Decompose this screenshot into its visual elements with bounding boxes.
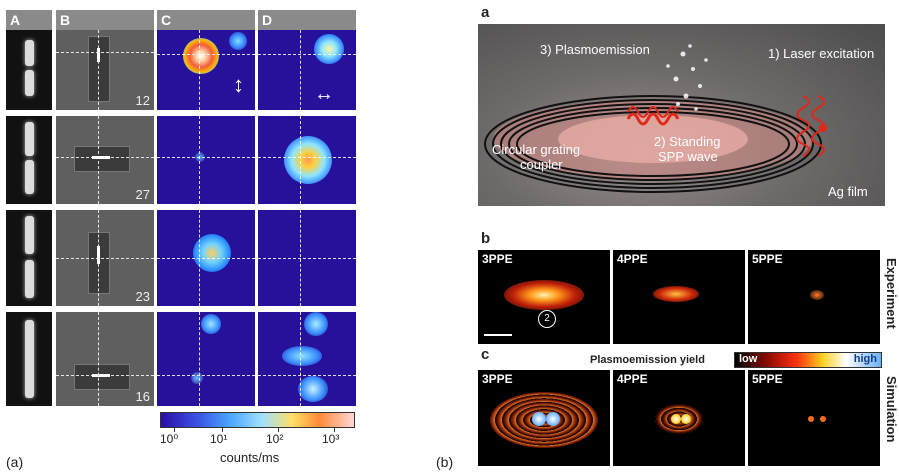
- column-a-image-row-4: [6, 312, 52, 406]
- scale-bar: [484, 334, 512, 336]
- column-header-b: B: [56, 10, 154, 30]
- experiment-4ppe-image: 4PPE: [613, 250, 745, 344]
- figure-caption-a: (a): [6, 454, 24, 470]
- label-grating-coupler-line-2: coupler: [520, 157, 563, 172]
- label-laser-excitation: 1) Laser excitation: [768, 46, 875, 61]
- marker-label: 2: [538, 310, 556, 328]
- panel-c-tag: c: [481, 346, 490, 363]
- simulation-4ppe-image: 4PPE: [613, 370, 745, 466]
- particle-number: 16: [135, 389, 150, 404]
- column-c-emission-map-row-1: ↕: [157, 30, 255, 110]
- column-b-image-row-2: 27: [56, 116, 154, 204]
- column-header-a: A: [6, 10, 52, 30]
- yield-colorbar: low high: [734, 352, 882, 368]
- colorbar-tick-1: 10¹: [210, 432, 228, 446]
- column-d-emission-map-row-4: [258, 312, 356, 406]
- column-c-emission-map-row-4: [157, 312, 255, 406]
- colorbar-tick-2: 10²: [266, 432, 284, 446]
- simulation-5ppe-image: 5PPE: [748, 370, 880, 466]
- panel-b-tag: b: [481, 230, 491, 247]
- simulation-label: Simulation: [884, 376, 899, 443]
- column-a-image-row-1: [6, 30, 52, 110]
- subpanel-label: 4PPE: [617, 372, 648, 386]
- subpanel-label: 3PPE: [482, 252, 513, 266]
- column-c-emission-map-row-2: [157, 116, 255, 204]
- colorbar-label: counts/ms: [220, 450, 280, 465]
- column-d-emission-map-row-1: ↔: [258, 30, 356, 110]
- column-d-emission-map-row-3: [258, 210, 356, 306]
- column-header-d: D: [258, 10, 356, 30]
- label-grating-coupler-line-1: Circular grating: [492, 142, 581, 157]
- yield-high-label: high: [853, 353, 877, 365]
- yield-label: Plasmoemission yield: [590, 354, 705, 366]
- particle-number: 27: [135, 187, 150, 202]
- polarization-vertical-icon: ↕: [233, 72, 244, 97]
- column-b-image-row-1: 12: [56, 30, 154, 110]
- column-a-image-row-3: [6, 210, 52, 306]
- column-d-emission-map-row-2: [258, 116, 356, 204]
- subpanel-label: 5PPE: [752, 252, 783, 266]
- column-a-image-row-2: [6, 116, 52, 204]
- yield-low-label: low: [739, 353, 758, 365]
- experiment-5ppe-image: 5PPE: [748, 250, 880, 344]
- label-plasmoemission: 3) Plasmoemission: [540, 42, 650, 57]
- particle-number: 23: [135, 289, 150, 304]
- column-header-c: C: [157, 10, 255, 30]
- colorbar-tick-3: 10³: [322, 432, 340, 446]
- figure-caption-b: (b): [436, 454, 454, 470]
- simulation-3ppe-image: 3PPE: [478, 370, 610, 466]
- subpanel-label: 5PPE: [752, 372, 783, 386]
- subpanel-label: 3PPE: [482, 372, 513, 386]
- panel-a-tag: a: [481, 4, 490, 21]
- polarization-horizontal-icon: ↔: [314, 83, 334, 105]
- column-c-emission-map-row-3: [157, 210, 255, 306]
- column-b-image-row-4: 16: [56, 312, 154, 406]
- column-b-image-row-3: 23: [56, 210, 154, 306]
- label-ag-film: Ag film: [828, 184, 868, 199]
- experiment-3ppe-image: 3PPE 2: [478, 250, 610, 344]
- colorbar-tick-0: 10⁰: [160, 432, 179, 446]
- particle-number: 12: [135, 93, 150, 108]
- experiment-label: Experiment: [884, 258, 899, 329]
- subpanel-label: 4PPE: [617, 252, 648, 266]
- label-standing-wave-line-2: SPP wave: [658, 149, 718, 164]
- counts-colorbar: [160, 412, 355, 428]
- schematic-illustration: 3) Plasmoemission 1) Laser excitation 2)…: [478, 24, 885, 206]
- label-standing-wave-line-1: 2) Standing: [654, 134, 721, 149]
